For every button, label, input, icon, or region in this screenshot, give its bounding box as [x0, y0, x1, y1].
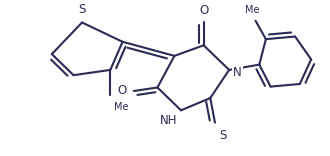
Text: O: O [199, 4, 208, 17]
Text: N: N [233, 66, 242, 79]
Text: NH: NH [160, 114, 177, 127]
Text: S: S [220, 129, 227, 142]
Text: Me: Me [114, 102, 129, 112]
Text: Me: Me [246, 5, 260, 15]
Text: O: O [117, 85, 126, 98]
Text: S: S [78, 3, 86, 16]
